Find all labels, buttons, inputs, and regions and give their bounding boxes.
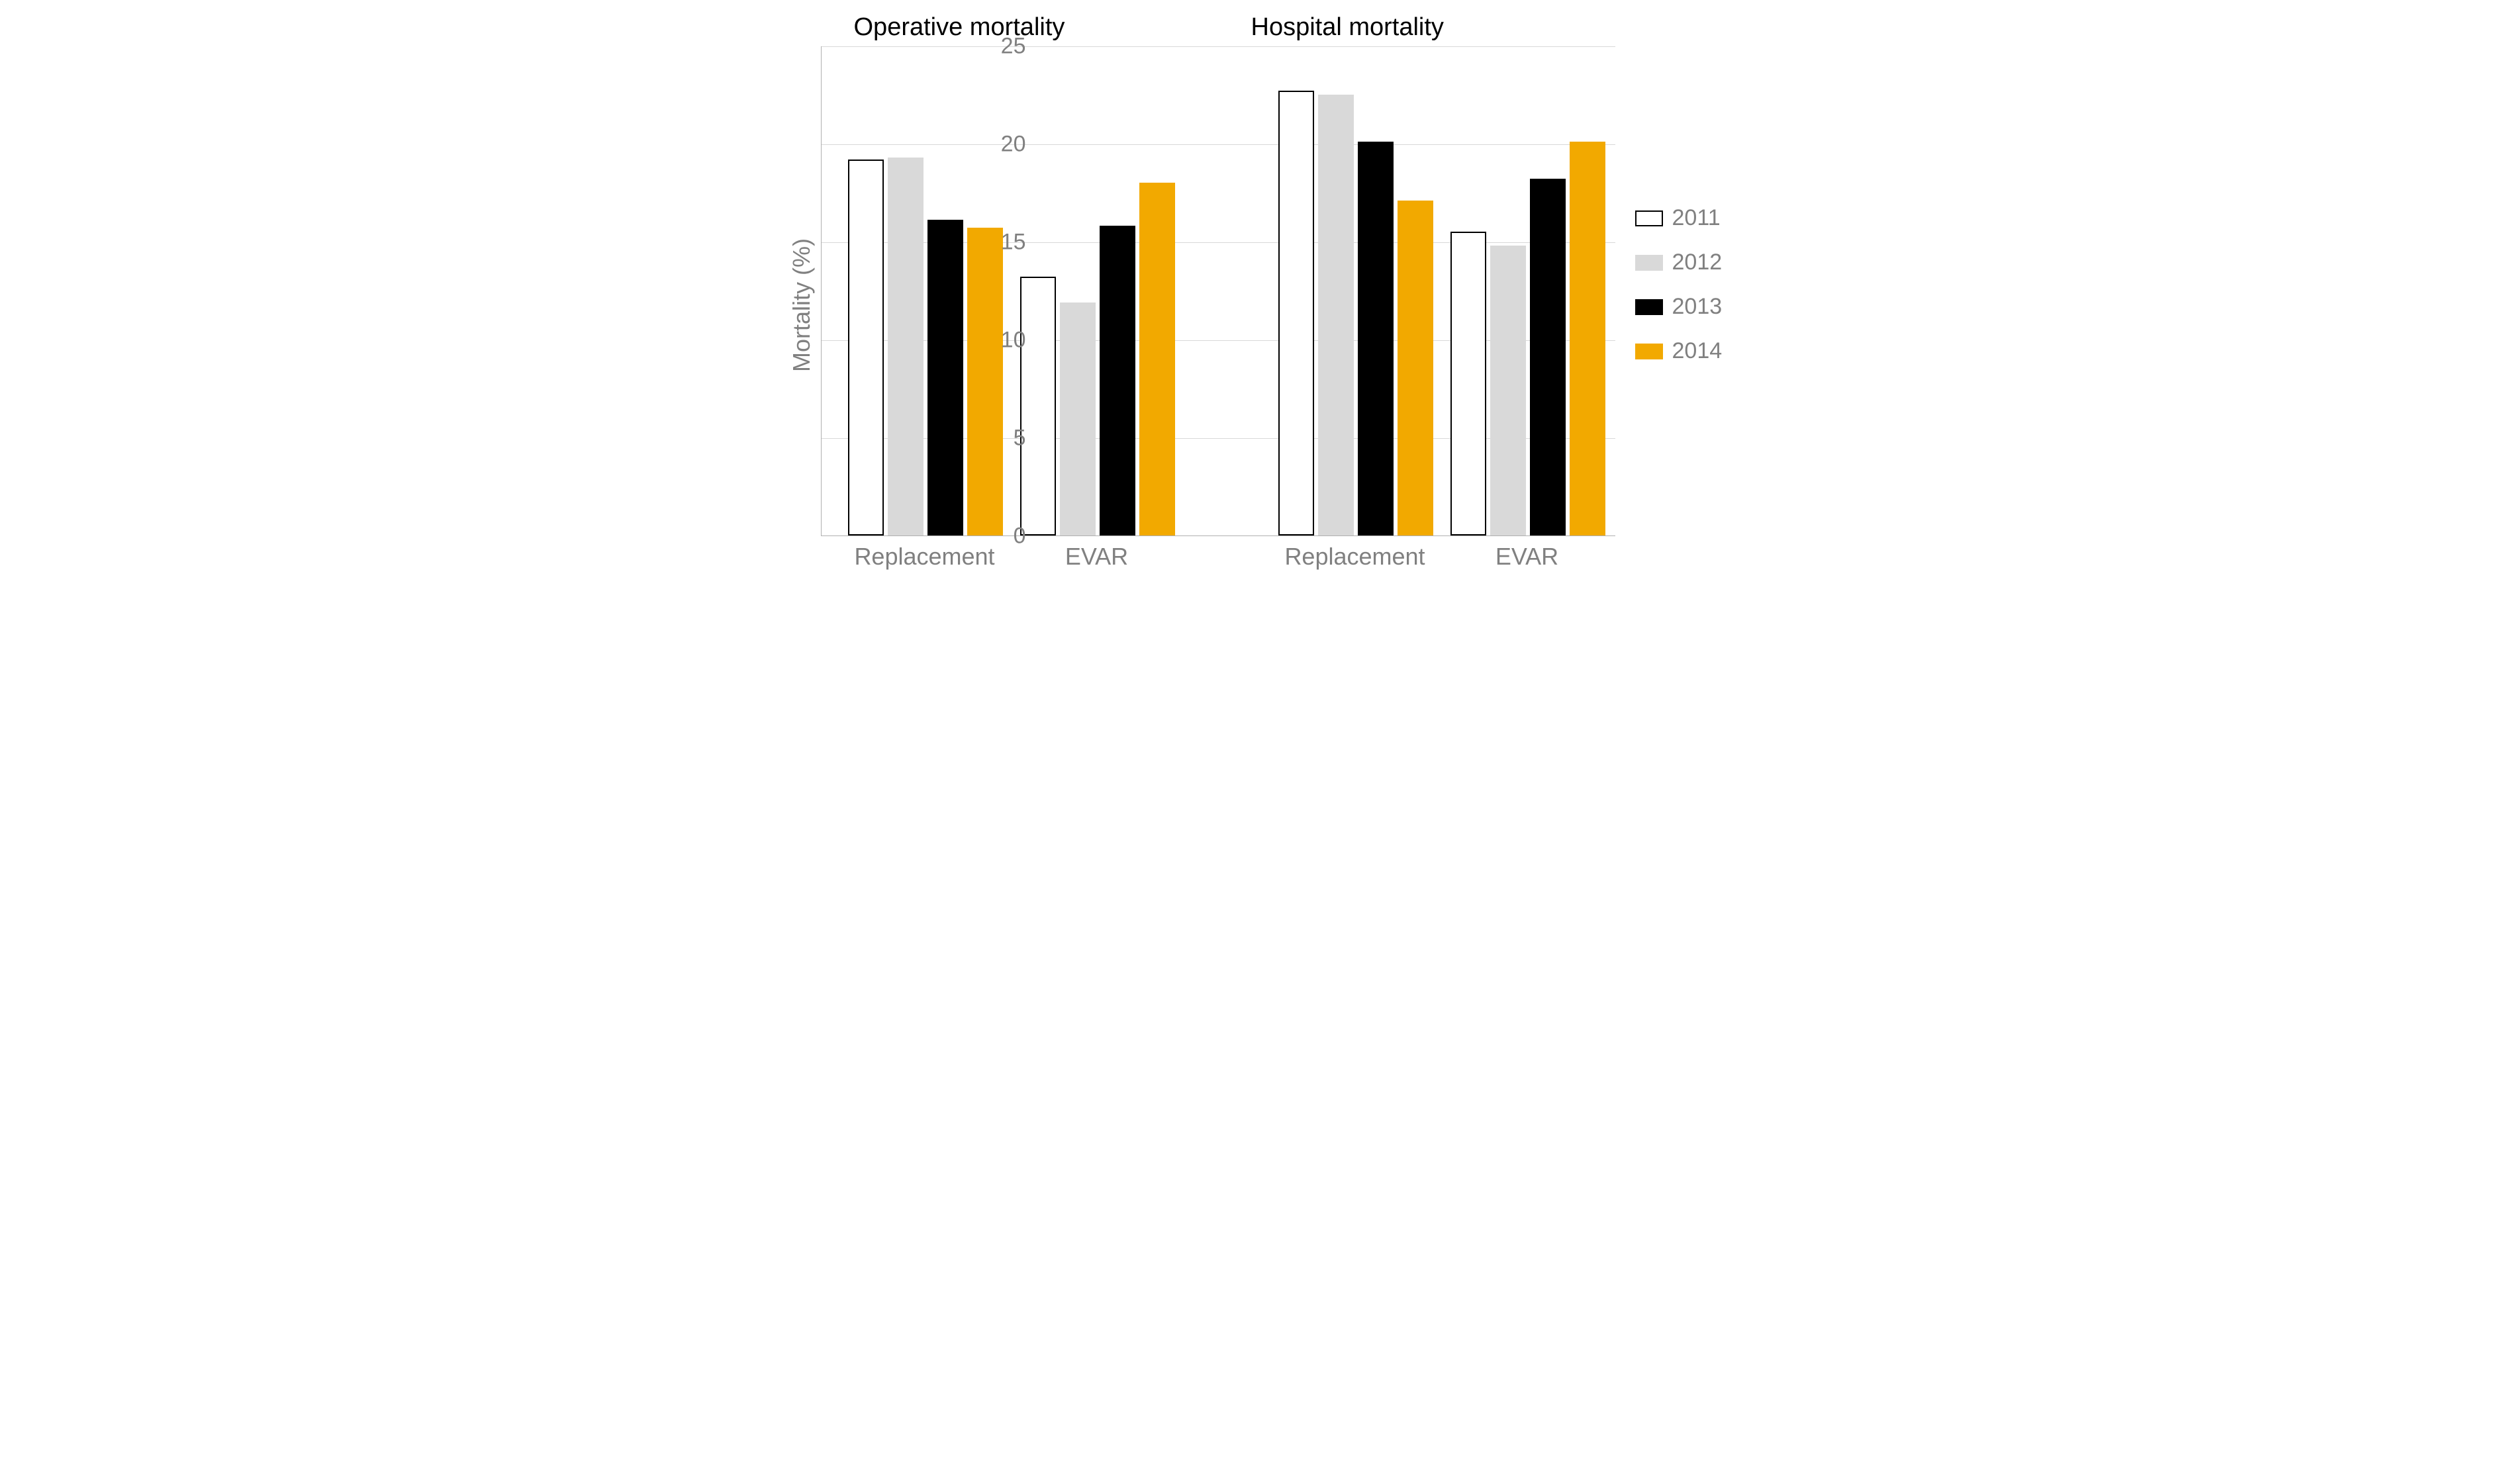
bar	[1318, 95, 1354, 535]
plot-area	[821, 46, 1615, 536]
legend-swatch	[1635, 210, 1663, 226]
legend-label: 2014	[1672, 338, 1723, 364]
legend-label: 2013	[1672, 294, 1723, 320]
x-category-label: Replacement	[854, 543, 994, 571]
legend-swatch	[1635, 299, 1663, 315]
bars-layer	[822, 46, 1615, 535]
bar	[967, 228, 1003, 535]
title-operative: Operative mortality	[854, 13, 1065, 42]
legend: 2011 2012 2013 2014	[1635, 205, 1754, 383]
bar	[888, 158, 924, 535]
legend-item: 2013	[1635, 294, 1754, 320]
y-tick-label: 20	[1001, 132, 1026, 158]
bar	[1139, 183, 1175, 535]
bar	[1278, 91, 1314, 535]
bar	[1358, 142, 1394, 535]
x-category-label: EVAR	[1495, 543, 1558, 571]
bar	[1020, 277, 1056, 535]
bar	[1060, 302, 1096, 535]
legend-item: 2014	[1635, 338, 1754, 364]
x-category-label: Replacement	[1284, 543, 1425, 571]
bar	[1100, 226, 1135, 535]
y-tick-label: 10	[1001, 328, 1026, 353]
mortality-bar-chart: Operative mortality Hospital mortality M…	[755, 13, 1761, 609]
chart-titles: Operative mortality Hospital mortality	[854, 13, 1629, 46]
y-tick-label: 25	[1001, 34, 1026, 60]
y-axis-label: Mortality (%)	[788, 238, 816, 372]
legend-swatch	[1635, 344, 1663, 359]
bar	[927, 220, 963, 535]
x-axis-labels: Replacement EVAR Replacement EVAR	[821, 543, 1615, 576]
bar	[1570, 142, 1605, 535]
legend-item: 2011	[1635, 205, 1754, 231]
bar	[1450, 232, 1486, 535]
legend-swatch	[1635, 255, 1663, 271]
bar	[1398, 201, 1433, 535]
title-hospital: Hospital mortality	[1251, 13, 1444, 42]
y-tick-label: 15	[1001, 230, 1026, 255]
legend-label: 2011	[1672, 205, 1721, 231]
legend-label: 2012	[1672, 250, 1723, 275]
bar	[848, 160, 884, 535]
x-category-label: EVAR	[1065, 543, 1128, 571]
legend-item: 2012	[1635, 250, 1754, 275]
y-tick-label: 5	[1014, 426, 1026, 451]
bar	[1530, 179, 1566, 535]
bar	[1490, 246, 1526, 535]
